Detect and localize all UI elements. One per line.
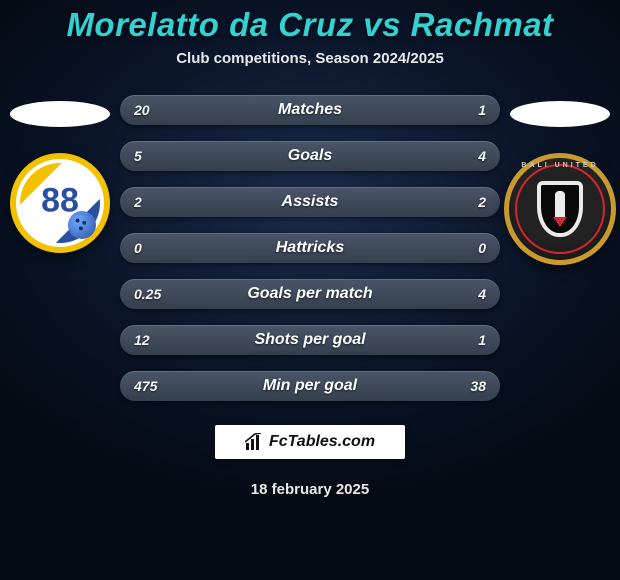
stat-bars: 20 Matches 1 5 Goals 4 2 Assists 2 0 Hat… (120, 95, 500, 401)
stat-row: 2 Assists 2 (120, 187, 500, 217)
date-text: 18 february 2025 (251, 481, 369, 498)
stat-label: Min per goal (120, 371, 500, 401)
page-subtitle: Club competitions, Season 2024/2025 (176, 50, 444, 67)
club-badge-right: BALI UNITED (504, 153, 616, 265)
stat-left-value: 0 (134, 240, 142, 256)
stat-row: 20 Matches 1 (120, 95, 500, 125)
stat-right-value: 0 (478, 240, 486, 256)
stat-left-value: 5 (134, 148, 142, 164)
watermark: FcTables.com (215, 425, 405, 459)
content: Morelatto da Cruz vs Rachmat Club compet… (0, 0, 620, 580)
stat-right-value: 4 (478, 286, 486, 302)
stat-row: 475 Min per goal 38 (120, 371, 500, 401)
stat-label: Hattricks (120, 233, 500, 263)
shield-icon (537, 181, 583, 237)
stats-area: 88 20 Matches 1 5 Goals 4 2 Assists 2 0 (0, 95, 620, 401)
stat-label: Shots per goal (120, 325, 500, 355)
stat-right-value: 1 (478, 102, 486, 118)
chart-icon (245, 433, 263, 451)
stat-right-value: 2 (478, 194, 486, 210)
club-badge-left: 88 (10, 153, 110, 253)
page-title: Morelatto da Cruz vs Rachmat (66, 6, 553, 44)
stat-row: 5 Goals 4 (120, 141, 500, 171)
stat-right-value: 38 (470, 378, 486, 394)
stat-label: Goals per match (120, 279, 500, 309)
left-column: 88 (0, 95, 120, 253)
stat-label: Assists (120, 187, 500, 217)
badge-arc-text: BALI UNITED (509, 162, 611, 169)
stat-left-value: 475 (134, 378, 157, 394)
stat-left-value: 0.25 (134, 286, 161, 302)
stat-label: Matches (120, 95, 500, 125)
stat-row: 0 Hattricks 0 (120, 233, 500, 263)
stat-left-value: 12 (134, 332, 150, 348)
stat-label: Goals (120, 141, 500, 171)
soccer-ball-icon (68, 211, 96, 239)
stat-right-value: 1 (478, 332, 486, 348)
country-flag-left (10, 101, 110, 127)
country-flag-right (510, 101, 610, 127)
right-column: BALI UNITED (500, 95, 620, 265)
stat-right-value: 4 (478, 148, 486, 164)
stat-left-value: 2 (134, 194, 142, 210)
stat-row: 12 Shots per goal 1 (120, 325, 500, 355)
watermark-text: FcTables.com (269, 433, 375, 451)
stat-row: 0.25 Goals per match 4 (120, 279, 500, 309)
stat-left-value: 20 (134, 102, 150, 118)
